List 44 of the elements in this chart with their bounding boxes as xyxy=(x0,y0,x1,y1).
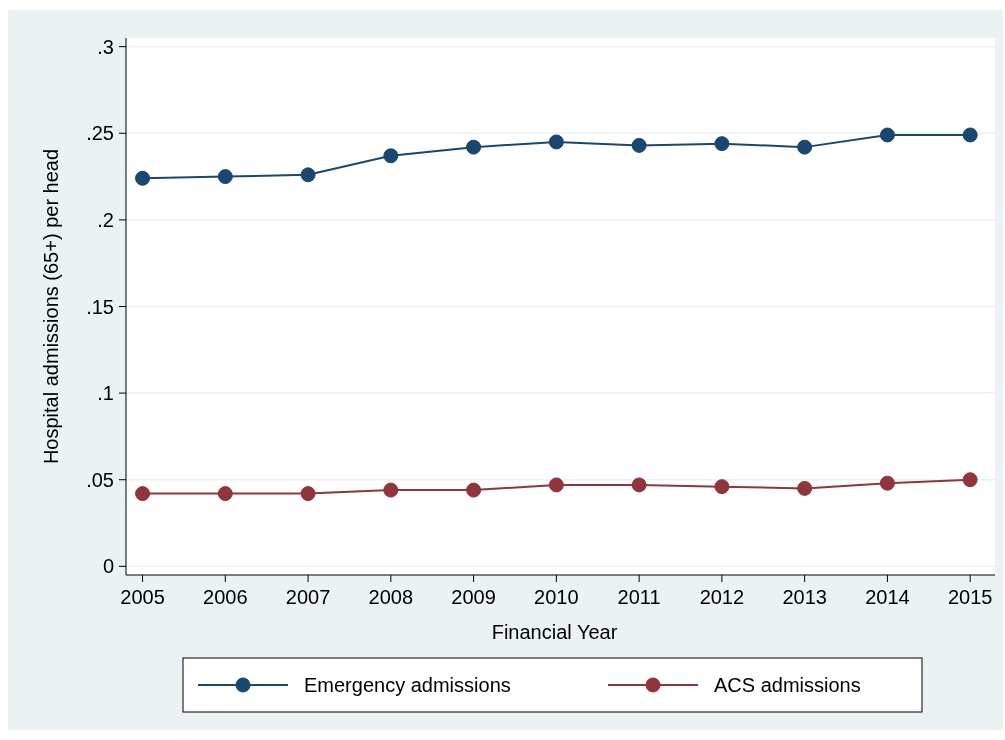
point xyxy=(631,477,647,493)
point xyxy=(217,486,233,502)
point xyxy=(548,134,564,150)
point xyxy=(383,482,399,498)
point xyxy=(714,136,730,152)
legend-label: ACS admissions xyxy=(714,674,861,696)
x-tick-label: 2014 xyxy=(865,586,910,608)
x-tick-label: 2015 xyxy=(947,586,993,608)
point xyxy=(962,127,978,143)
point xyxy=(300,486,316,502)
point xyxy=(466,482,482,498)
x-axis-title: Financial Year xyxy=(491,621,618,643)
point xyxy=(135,170,151,186)
point xyxy=(383,148,399,164)
point xyxy=(962,472,978,488)
point xyxy=(548,477,564,493)
point xyxy=(466,139,482,155)
y-tick-label: .25 xyxy=(86,122,114,145)
point xyxy=(217,169,233,185)
point xyxy=(879,475,895,491)
point xyxy=(300,167,316,183)
y-tick-label: 0 xyxy=(102,555,114,578)
y-tick-label: .2 xyxy=(97,208,114,231)
point xyxy=(135,486,151,502)
y-tick-label: .3 xyxy=(97,35,114,58)
y-tick-label: .05 xyxy=(86,468,114,491)
x-tick-label: 2011 xyxy=(617,586,661,608)
point xyxy=(879,127,895,143)
y-tick-label: .15 xyxy=(86,295,114,318)
x-tick-label: 2010 xyxy=(534,586,579,608)
point xyxy=(797,139,813,155)
x-tick-label: 2013 xyxy=(782,586,827,608)
x-tick-label: 2006 xyxy=(203,586,248,608)
x-tick-label: 2008 xyxy=(368,586,414,608)
y-axis-title: Hospital admissions (65+) per head xyxy=(40,148,62,465)
point xyxy=(631,137,647,153)
x-tick-label: 2009 xyxy=(451,586,496,608)
x-tick-label: 2005 xyxy=(120,586,165,608)
y-tick-label: .1 xyxy=(97,382,114,405)
legend-label: Emergency admissions xyxy=(304,674,511,696)
x-tick-label: 2012 xyxy=(699,586,745,608)
point xyxy=(797,480,813,496)
x-tick-label: 2007 xyxy=(285,586,331,608)
point xyxy=(714,479,730,495)
